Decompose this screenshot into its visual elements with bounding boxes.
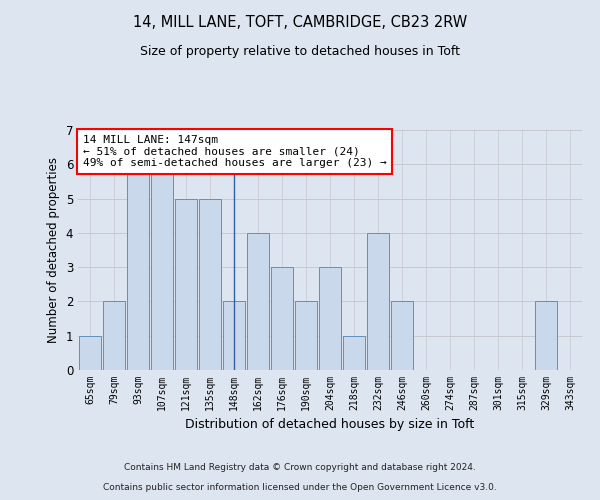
Bar: [391, 302, 413, 370]
Text: Contains HM Land Registry data © Crown copyright and database right 2024.: Contains HM Land Registry data © Crown c…: [124, 464, 476, 472]
Bar: [247, 233, 269, 370]
Y-axis label: Number of detached properties: Number of detached properties: [47, 157, 60, 343]
Text: 14, MILL LANE, TOFT, CAMBRIDGE, CB23 2RW: 14, MILL LANE, TOFT, CAMBRIDGE, CB23 2RW: [133, 15, 467, 30]
Bar: [295, 302, 317, 370]
Bar: [199, 198, 221, 370]
Bar: [127, 164, 149, 370]
Bar: [175, 198, 197, 370]
X-axis label: Distribution of detached houses by size in Toft: Distribution of detached houses by size …: [185, 418, 475, 432]
Text: Contains public sector information licensed under the Open Government Licence v3: Contains public sector information licen…: [103, 484, 497, 492]
Text: 14 MILL LANE: 147sqm
← 51% of detached houses are smaller (24)
49% of semi-detac: 14 MILL LANE: 147sqm ← 51% of detached h…: [83, 135, 387, 168]
Bar: [79, 336, 101, 370]
Bar: [319, 267, 341, 370]
Bar: [535, 302, 557, 370]
Bar: [151, 164, 173, 370]
Text: Size of property relative to detached houses in Toft: Size of property relative to detached ho…: [140, 45, 460, 58]
Bar: [223, 302, 245, 370]
Bar: [103, 302, 125, 370]
Bar: [343, 336, 365, 370]
Bar: [271, 267, 293, 370]
Bar: [367, 233, 389, 370]
